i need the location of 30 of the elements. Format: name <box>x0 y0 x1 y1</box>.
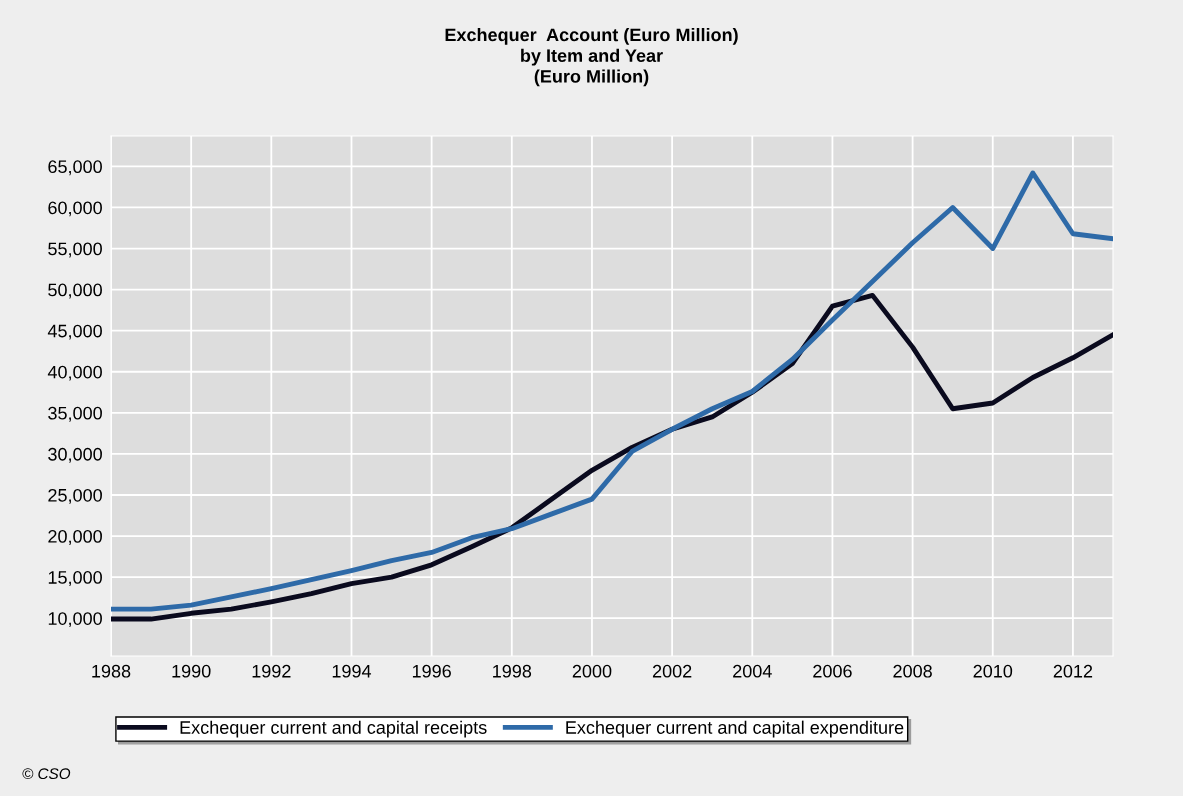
y-tick-label: 45,000 <box>47 324 102 340</box>
x-tick-label: 1996 <box>412 664 451 678</box>
y-tick-label: 60,000 <box>48 201 102 217</box>
text: © CSO <box>22 768 71 780</box>
x-tick-label: 1992 <box>252 664 291 678</box>
legend-label: Exchequer current and capital expenditure <box>566 720 904 738</box>
y-tick-label: 40,000 <box>47 365 102 381</box>
y-tick-label: 25,000 <box>48 488 102 504</box>
x-tick-label: 1994 <box>332 664 372 678</box>
x-tick-label: 2008 <box>893 664 932 678</box>
x-tick-label: 2000 <box>572 664 612 678</box>
x-tick-label: 2012 <box>1053 664 1093 678</box>
chart-title: Exchequer Account (Euro Million) by Item and Year (Euro Million) <box>445 28 738 87</box>
y-tick-label: 10,000 <box>48 612 102 628</box>
x-tick-label: 2002 <box>652 664 692 678</box>
y-tick-label: 15,000 <box>48 571 102 586</box>
y-tick-label: 65,000 <box>48 160 102 176</box>
legend-label: Exchequer current and capital receipts <box>180 720 487 738</box>
x-tick-label: 1988 <box>92 664 131 678</box>
x-tick-label: 2010 <box>973 664 1013 678</box>
y-tick-label: 30,000 <box>48 447 102 463</box>
y-tick-label: 50,000 <box>48 283 102 299</box>
x-tick-label: 1998 <box>493 664 532 678</box>
x-tick-label: 2004 <box>733 664 772 678</box>
y-tick-label: 35,000 <box>48 406 102 422</box>
y-tick-label: 20,000 <box>48 530 102 545</box>
x-tick-label: 1990 <box>172 664 211 678</box>
y-tick-label: 55,000 <box>48 242 102 258</box>
x-tick-label: 2006 <box>813 664 852 678</box>
line-series <box>111 170 1113 612</box>
